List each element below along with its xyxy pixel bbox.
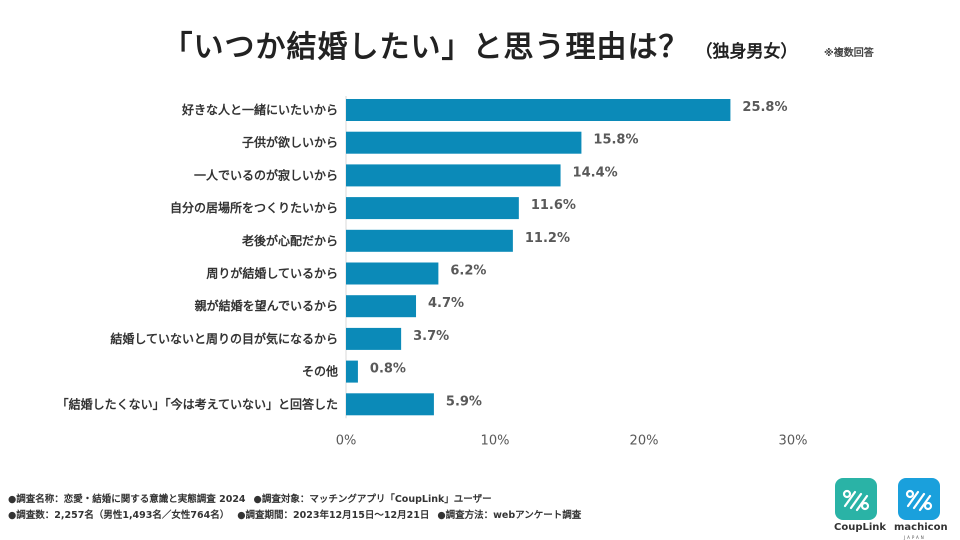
category-label: 好きな人と一緒にいたいから	[181, 102, 338, 117]
survey-method: ●調査方法：webアンケート調査	[437, 510, 582, 521]
footer-line-1: ●調査名称：恋愛・結婚に関する意識と実態調査 2024 ●調査対象：マッチングアプ…	[8, 491, 500, 505]
bar	[346, 327, 402, 350]
bar	[346, 262, 439, 285]
x-tick-label: 0%	[336, 433, 357, 448]
value-label: 25.8%	[742, 100, 787, 115]
x-tick-label: 30%	[779, 433, 808, 448]
bar	[346, 393, 434, 416]
bar	[346, 229, 513, 252]
category-label: 親が結婚を望んでいるから	[195, 298, 338, 313]
multiple-answer-note: ※複数回答	[824, 48, 874, 59]
value-label: 11.6%	[531, 198, 576, 213]
machicon-logo-icon	[898, 478, 940, 520]
bar	[346, 131, 582, 154]
category-label: 子供が欲しいから	[242, 135, 338, 150]
value-label: 0.8%	[370, 362, 406, 377]
category-label: 一人でいるのが寂しいから	[194, 167, 338, 182]
bar	[346, 197, 519, 220]
couplink-logo-icon	[835, 478, 877, 520]
value-label: 4.7%	[428, 296, 464, 311]
x-tick-label: 20%	[630, 433, 659, 448]
value-label: 11.2%	[525, 231, 570, 246]
category-label: 老後が心配だから	[242, 233, 338, 248]
category-label: その他	[302, 364, 338, 379]
value-label: 5.9%	[446, 394, 482, 409]
x-tick-label: 10%	[481, 433, 510, 448]
category-label: 結婚していないと周りの目が気になるから	[110, 331, 338, 346]
bar	[346, 295, 417, 318]
bar	[346, 360, 358, 383]
value-label: 6.2%	[450, 264, 486, 279]
survey-count: ●調査数：2,257名（男性1,493名／女性764名）	[8, 510, 230, 521]
survey-period: ●調査期間：2023年12月15日～12月21日	[237, 510, 430, 521]
survey-target: ●調査対象：マッチングアプリ「CoupLink」ユーザー	[253, 494, 492, 505]
chart-title-block: 「いつか結婚したい」と思う理由は？ （独身男女）	[0, 22, 960, 66]
footer-line-2: ●調査数：2,257名（男性1,493名／女性764名） ●調査期間：2023年1…	[8, 507, 589, 521]
survey-name: ●調査名称：恋愛・結婚に関する意識と実態調査 2024	[8, 494, 246, 505]
value-label: 14.4%	[573, 165, 618, 180]
couplink-logo-text: CoupLink	[834, 522, 887, 533]
machicon-logo-sub: JAPAN	[904, 535, 926, 540]
bar	[346, 164, 561, 187]
bar-chart: 好きな人と一緒にいたいから 25.8% 子供が欲しいから 15.8% 一人でいるのが寂し…	[57, 96, 808, 448]
value-label: 15.8%	[593, 133, 638, 148]
value-label: 3.7%	[413, 329, 449, 344]
category-label: 周りが結婚しているから	[206, 266, 338, 281]
category-label: 「結婚したくない」「今は考えていない」と回答した	[57, 396, 338, 411]
chart-title: 「いつか結婚したい」と思う理由は？	[162, 30, 690, 65]
chart-subtitle: （独身男女）	[695, 42, 798, 62]
category-label: 自分の居場所をつくりたいから	[170, 200, 338, 215]
machicon-logo-text: machicon	[894, 522, 948, 533]
bar	[346, 99, 731, 121]
